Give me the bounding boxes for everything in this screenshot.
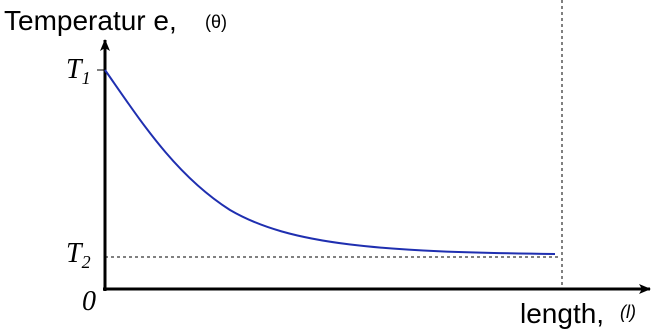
t2-label: T2: [66, 238, 91, 272]
t2-symbol: T: [66, 238, 84, 269]
origin-label: 0: [82, 286, 96, 317]
y-symbol: (θ): [205, 12, 227, 32]
t2-subscript: 2: [82, 252, 91, 272]
y-label: Temperatur e,: [4, 5, 177, 36]
t1-symbol: T: [66, 54, 84, 85]
x-symbol: (l): [620, 302, 636, 322]
temperature-curve: [104, 69, 556, 255]
x-label: length,: [520, 298, 604, 329]
t1-label: T1: [66, 54, 91, 88]
t1-subscript: 1: [82, 68, 91, 88]
